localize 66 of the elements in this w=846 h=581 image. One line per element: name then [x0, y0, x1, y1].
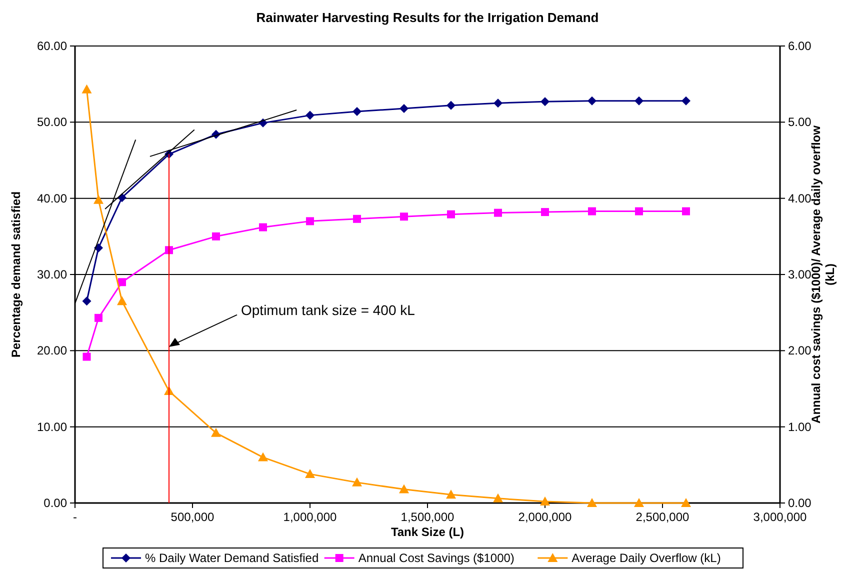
point [212, 232, 220, 240]
y2-tick-label: 6.00 [788, 39, 812, 53]
y-tick-label: 0.00 [44, 496, 68, 510]
point [306, 110, 314, 120]
y2-tick-label: 5.00 [788, 115, 812, 130]
point [118, 278, 126, 286]
x-tick-label: 1,500,000 [400, 510, 455, 524]
x-tick-label: 2,000,000 [518, 510, 572, 524]
point [681, 498, 691, 507]
y-tick-label: 50.00 [36, 115, 68, 130]
point [446, 100, 456, 110]
y-tick-label: 40.00 [36, 191, 68, 206]
point [588, 207, 596, 216]
point [82, 296, 92, 306]
point [82, 352, 91, 361]
point [305, 469, 315, 478]
point [682, 96, 690, 106]
point [117, 296, 127, 306]
y-tick-label: 60.00 [36, 39, 68, 53]
point [399, 484, 409, 494]
y2-tick-label: 3.00 [788, 268, 812, 282]
point [352, 477, 362, 486]
x-tick-label: - [73, 510, 77, 524]
point [634, 96, 644, 106]
y-tick-label: 20.00 [36, 344, 68, 358]
point [211, 428, 221, 437]
y2-tick-label: 1.00 [788, 420, 812, 434]
point [634, 498, 644, 507]
point [352, 107, 362, 116]
point [494, 98, 502, 108]
point [82, 84, 92, 94]
point [306, 217, 314, 226]
x-axis-title: Tank Size (L) [390, 525, 464, 539]
point [540, 97, 550, 106]
y-axis-title: Percentage demand satisfied [9, 191, 23, 358]
x-tick-label: 1,000,000 [283, 510, 338, 524]
point [540, 496, 550, 506]
point [587, 498, 597, 507]
x-tick-label: 3,000,000 [753, 510, 808, 524]
point [635, 207, 643, 216]
point [94, 194, 104, 204]
y-tick-label: 30.00 [36, 268, 68, 282]
legend-label: Annual Cost Savings ($1000) [358, 551, 514, 565]
annotation: Optimum tank size = 400 kL [241, 302, 416, 318]
y-tick-label: 10.00 [36, 420, 68, 434]
point [494, 208, 502, 217]
point [259, 223, 267, 232]
point [541, 208, 549, 216]
y2-tick-label: 0.00 [788, 496, 812, 510]
legend-label: % Daily Water Demand Satisfied [145, 551, 319, 565]
legend-label: Average Daily Overflow (kL) [572, 551, 721, 565]
point [400, 104, 408, 113]
chart-title: Rainwater Harvesting Results for the Irrigation Demand [256, 10, 599, 25]
y2-tick-label: 4.00 [788, 191, 812, 206]
point [446, 490, 456, 499]
y2-tick-label: 2.00 [788, 344, 812, 358]
point [353, 214, 361, 223]
point [493, 493, 503, 502]
point [94, 314, 102, 322]
point [400, 212, 408, 221]
point [682, 207, 690, 216]
point [447, 210, 455, 218]
x-tick-label: 500,000 [170, 510, 215, 524]
point [258, 452, 268, 462]
x-tick-label: 2,500,000 [636, 510, 690, 524]
point [588, 96, 596, 106]
